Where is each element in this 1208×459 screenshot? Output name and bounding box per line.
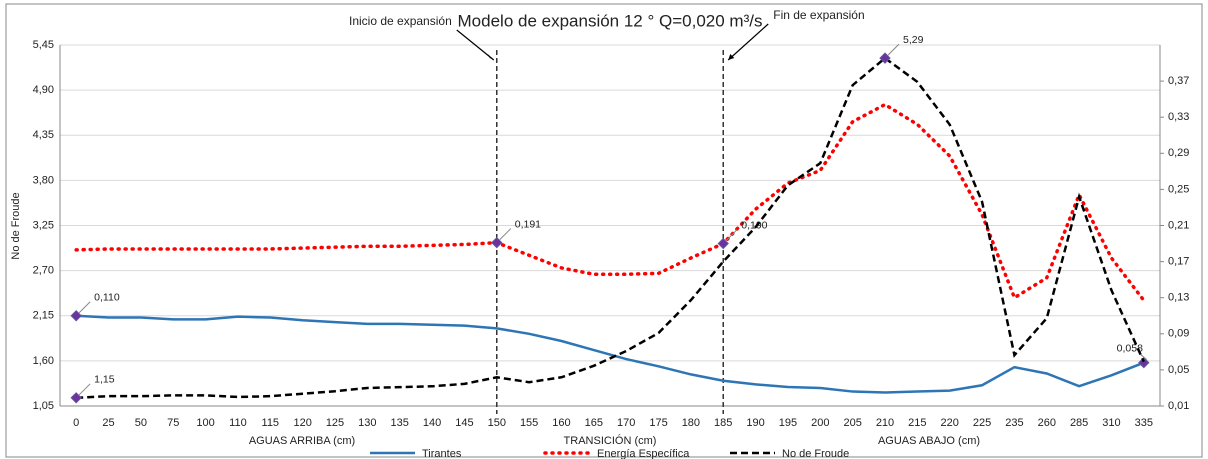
x-axis-label: TRANSICIÓN (cm) (564, 434, 657, 447)
x-tick-label: 225 (973, 417, 991, 429)
x-tick-label: 135 (391, 417, 409, 429)
x-tick-label: 75 (167, 417, 179, 429)
y2-tick-label: 0,09 (1168, 328, 1189, 340)
x-tick-label: 110 (229, 417, 247, 429)
x-tick-label: 115 (262, 417, 280, 429)
x-tick-label: 120 (293, 417, 311, 429)
y-tick-label: 1,60 (33, 355, 54, 367)
x-tick-label: 0 (73, 417, 79, 429)
x-tick-label: 125 (326, 417, 344, 429)
series-line (74, 102, 1146, 303)
y2-tick-label: 0,25 (1168, 183, 1189, 195)
arrow-head (487, 54, 494, 60)
series-line (76, 56, 1145, 400)
x-tick-label: 100 (196, 417, 214, 429)
x-tick-label: 190 (746, 417, 764, 429)
x-tick-label: 155 (520, 417, 538, 429)
label-leader (1140, 354, 1148, 361)
legend-label: Tirantes (422, 448, 462, 459)
x-tick-label: 165 (585, 417, 603, 429)
x-tick-label: 130 (358, 417, 376, 429)
series-line (76, 314, 1145, 394)
x-tick-label: 205 (843, 417, 861, 429)
legend-label: No de Froude (782, 448, 849, 459)
y-tick-label: 1,05 (33, 400, 54, 412)
legend-label: Energía Específica (597, 448, 690, 459)
x-tick-label: 160 (552, 417, 570, 429)
x-tick-label: 195 (779, 417, 797, 429)
annotation-text: Inicio de expansión (349, 14, 452, 28)
x-tick-label: 170 (617, 417, 635, 429)
x-tick-label: 145 (455, 417, 473, 429)
y-tick-label: 3,80 (33, 174, 54, 186)
label-leader (725, 229, 738, 241)
y-tick-label: 2,15 (33, 310, 54, 322)
x-tick-label: 235 (1005, 417, 1023, 429)
y-tick-label: 4,35 (33, 129, 54, 141)
x-tick-label: 150 (488, 417, 506, 429)
label-leader (499, 228, 512, 241)
y2-tick-label: 0,05 (1168, 364, 1189, 376)
point-marker (491, 236, 503, 249)
data-label: 0,190 (741, 219, 767, 231)
chart-title: Modelo de expansión 12 ° Q=0,020 m³/s (458, 11, 763, 30)
annotation-arrow (727, 23, 769, 61)
point-marker (70, 392, 82, 404)
data-label: 0,191 (515, 218, 541, 230)
label-leader (78, 301, 91, 314)
x-tick-label: 215 (908, 417, 926, 429)
data-label: 0,110 (94, 292, 120, 304)
x-axis-label: AGUAS ARRIBA (cm) (249, 435, 355, 447)
annotation-text: Fin de expansión (773, 8, 864, 22)
y2-tick-label: 0,37 (1168, 75, 1189, 87)
y2-tick-label: 0,33 (1168, 111, 1189, 123)
data-label: 5,29 (903, 34, 924, 46)
y2-tick-label: 0,21 (1168, 219, 1189, 231)
y2-tick-label: 0,29 (1168, 147, 1189, 159)
point-marker (879, 52, 891, 64)
data-label: 0,058 (1117, 342, 1143, 354)
y-tick-label: 3,25 (33, 219, 54, 231)
point-marker (70, 310, 82, 322)
annotation-arrow (456, 29, 495, 61)
point-marker (1138, 356, 1150, 369)
y2-tick-label: 0,17 (1168, 256, 1189, 268)
x-axis-label: AGUAS ABAJO (cm) (878, 435, 980, 447)
x-tick-label: 210 (876, 417, 894, 429)
y2-tick-label: 0,13 (1168, 292, 1189, 304)
x-tick-label: 260 (1038, 417, 1056, 429)
chart-frame (5, 3, 1203, 458)
y2-tick-label: 0,01 (1168, 400, 1189, 412)
arrow-head (728, 54, 735, 60)
x-tick-label: 50 (135, 417, 147, 429)
x-tick-label: 140 (423, 417, 441, 429)
x-tick-label: 310 (1102, 417, 1120, 429)
y-tick-label: 2,70 (33, 265, 54, 277)
point-marker (717, 237, 729, 250)
data-label: 1,15 (94, 374, 115, 386)
y-axis-label: No de Froude (10, 192, 22, 259)
x-tick-label: 175 (649, 417, 667, 429)
y-tick-label: 4,90 (33, 84, 54, 96)
label-leader (78, 383, 91, 396)
x-tick-label: 180 (682, 417, 700, 429)
x-tick-label: 185 (714, 417, 732, 429)
x-tick-label: 220 (941, 417, 959, 429)
x-tick-label: 285 (1070, 417, 1088, 429)
x-tick-label: 25 (102, 417, 114, 429)
x-tick-label: 335 (1135, 417, 1153, 429)
x-tick-label: 200 (811, 417, 829, 429)
label-leader (887, 43, 900, 56)
y-tick-label: 5,45 (33, 39, 54, 51)
